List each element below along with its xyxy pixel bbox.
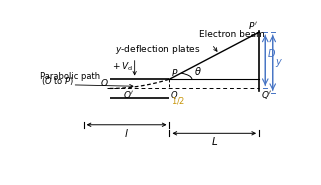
Text: $y$: $y$: [275, 57, 283, 69]
Text: $O$: $O$: [100, 77, 108, 88]
Text: $D$: $D$: [267, 47, 276, 59]
Text: $(O$ to $P)$: $(O$ to $P)$: [41, 75, 74, 87]
Text: $\theta$: $\theta$: [195, 65, 202, 78]
Text: Parabolic path: Parabolic path: [40, 72, 100, 81]
Text: $Q$: $Q$: [170, 89, 179, 101]
Text: $P$: $P$: [171, 67, 178, 78]
Text: $+\,V_{\rm d}$: $+\,V_{\rm d}$: [112, 60, 133, 73]
Text: $P'$: $P'$: [248, 21, 258, 31]
Text: $L$: $L$: [211, 135, 218, 147]
Text: $Q'$: $Q'$: [261, 89, 272, 101]
Text: $O'$: $O'$: [123, 89, 134, 100]
Text: $l$: $l$: [124, 127, 129, 139]
Text: $y$-deflection plates: $y$-deflection plates: [115, 43, 200, 56]
Text: $1/2$: $1/2$: [171, 95, 185, 106]
Text: Electron beam: Electron beam: [199, 30, 265, 39]
